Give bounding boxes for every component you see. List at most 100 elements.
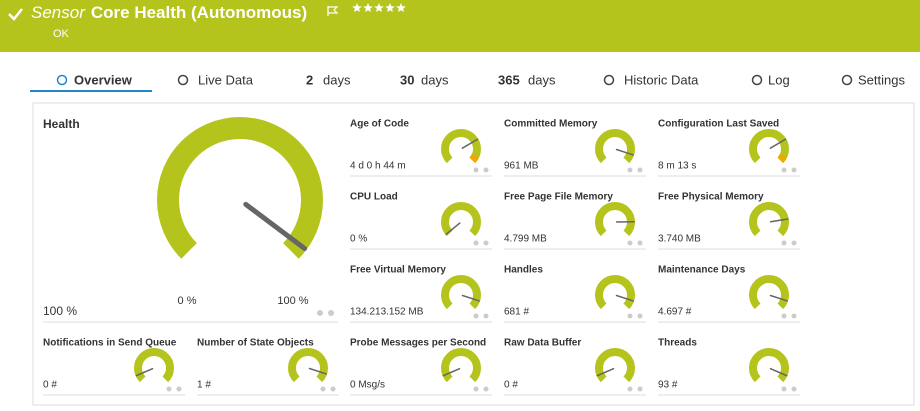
pin-icon[interactable] [483, 167, 489, 173]
gauge-arc [749, 129, 789, 164]
channel-label: Probe Messages per Second [350, 338, 486, 349]
tab[interactable]: Historic Data [603, 72, 700, 87]
channel-value: 93 # [658, 380, 678, 391]
gauge-arc [157, 117, 323, 259]
gauge-arc [441, 129, 481, 164]
pin-icon[interactable] [637, 386, 643, 392]
settings-icon[interactable] [166, 386, 172, 392]
settings-icon[interactable] [627, 313, 633, 319]
tab-icon [177, 74, 189, 86]
tab[interactable]: 365 days [498, 72, 556, 87]
pin-icon[interactable] [791, 386, 797, 392]
channel-value: 681 # [504, 307, 529, 318]
gauges: Age of Code 4 d 0 h 44 m Committed Memory 9… [43, 117, 800, 396]
gauge-arc [441, 348, 481, 383]
status: OK [53, 28, 70, 40]
gauge-arc [749, 275, 789, 310]
tab-label: days [421, 72, 449, 87]
channel-value: 1 # [197, 380, 211, 391]
health-value: 100 % [43, 304, 77, 318]
settings-icon[interactable] [781, 386, 787, 392]
flag-icon[interactable] [327, 6, 339, 16]
gauge-needle [461, 138, 479, 149]
channel-label: Notifications in Send Queue [43, 338, 177, 349]
channel-value: 0 # [504, 380, 518, 391]
settings-icon[interactable] [627, 240, 633, 246]
settings-icon[interactable] [473, 313, 479, 319]
gauge-needle [442, 367, 461, 377]
gauge-needle [769, 138, 787, 149]
gauge-warning [469, 153, 480, 164]
settings-icon[interactable] [781, 313, 787, 319]
settings-icon[interactable] [473, 167, 479, 173]
star[interactable] [363, 3, 373, 12]
channel-value: 0 # [43, 380, 57, 391]
health-min: 0 % [178, 295, 197, 307]
pin-icon[interactable] [328, 310, 334, 316]
tab[interactable]: Log [751, 72, 790, 87]
settings-icon[interactable] [320, 386, 326, 392]
pin-icon[interactable] [483, 240, 489, 246]
channel-label: Free Page File Memory [504, 192, 613, 203]
gauge-needle [615, 148, 635, 156]
gauge-needle [596, 367, 615, 377]
channel-label: Threads [658, 338, 697, 349]
tab-label: Log [768, 72, 790, 87]
settings-icon[interactable] [627, 167, 633, 173]
gauge-arc [288, 348, 328, 383]
gauge-needle [461, 294, 481, 302]
pin-icon[interactable] [637, 240, 643, 246]
tab[interactable]: Settings [841, 72, 906, 87]
priority-stars[interactable] [352, 3, 406, 12]
tab[interactable]: 30 days [400, 72, 449, 87]
channel-label: Committed Memory [504, 119, 598, 130]
pin-icon[interactable] [176, 386, 182, 392]
star[interactable] [396, 3, 406, 12]
gauge-needle [308, 367, 328, 375]
tab[interactable]: Overview [56, 72, 133, 87]
tab-icon [56, 74, 68, 86]
gauge-needle [445, 222, 461, 235]
tab-label: days [528, 72, 556, 87]
settings-icon[interactable] [473, 386, 479, 392]
tab[interactable]: 2 days [306, 72, 351, 87]
tab[interactable]: Live Data [177, 72, 254, 87]
gauge-needle [135, 367, 154, 377]
tab-number: 365 [498, 72, 520, 87]
channel-value: 4.697 # [658, 307, 692, 318]
star[interactable] [352, 3, 362, 12]
gauge-needle [769, 367, 788, 377]
pin-icon[interactable] [483, 386, 489, 392]
tab-number: 30 [400, 72, 414, 87]
pin-icon[interactable] [483, 313, 489, 319]
gauge-arc [595, 202, 635, 237]
pin-icon[interactable] [637, 313, 643, 319]
gauge-arc [441, 275, 481, 310]
channel-label: Handles [504, 265, 543, 276]
settings-icon[interactable] [781, 240, 787, 246]
health-max: 100 % [277, 295, 308, 307]
channel-value: 0 Msg/s [350, 380, 385, 391]
pin-icon[interactable] [637, 167, 643, 173]
settings-icon[interactable] [627, 386, 633, 392]
channel-label: Free Virtual Memory [350, 265, 446, 276]
gauge-arc [595, 348, 635, 383]
gauge-arc [749, 202, 789, 237]
star[interactable] [374, 3, 384, 12]
settings-icon[interactable] [781, 167, 787, 173]
pin-icon[interactable] [791, 240, 797, 246]
star[interactable] [385, 3, 395, 12]
pin-icon[interactable] [791, 167, 797, 173]
tab-label: Settings [858, 72, 905, 87]
channel-label: Number of State Objects [197, 338, 314, 349]
pin-icon[interactable] [330, 386, 336, 392]
title: Core Health (Autonomous) [91, 3, 307, 22]
channel-label: Configuration Last Saved [658, 119, 779, 130]
settings-icon[interactable] [473, 240, 479, 246]
settings-icon[interactable] [317, 310, 323, 316]
gauge-needle [769, 294, 789, 302]
health-label: Health [43, 117, 80, 131]
channel-value: 0 % [350, 234, 367, 245]
pin-icon[interactable] [791, 313, 797, 319]
